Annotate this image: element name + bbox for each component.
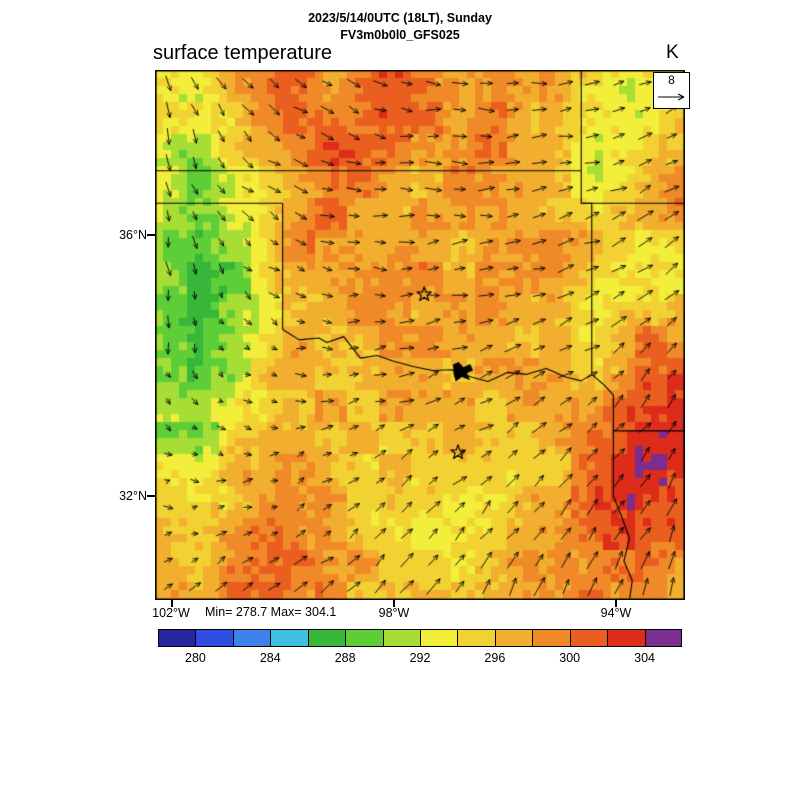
valid-time-title: 2023/5/14/0UTC (18LT), Sunday: [308, 11, 492, 25]
minmax-stats-label: Min= 278.7 Max= 304.1: [205, 605, 337, 619]
lon-label-102w: 102°W: [152, 606, 190, 620]
colorbar-tick-label: 288: [334, 651, 356, 665]
lat-tick-36n: [147, 234, 155, 236]
colorbar-segment: [195, 629, 234, 647]
colorbar-segment: [382, 629, 421, 647]
temperature-map-canvas: [155, 70, 685, 600]
lat-label-36n: 36°N: [119, 228, 147, 242]
colorbar-segment: [270, 629, 309, 647]
colorbar-segment: [232, 629, 272, 647]
units-label: K: [666, 42, 679, 63]
colorbar-tick-label: 292: [409, 651, 431, 665]
lon-tick-94w: [615, 600, 617, 607]
colorbar-segment: [532, 629, 571, 647]
lon-tick-98w: [393, 600, 395, 607]
colorbar-segment: [457, 629, 496, 647]
colorbar-tick-label: 284: [259, 651, 281, 665]
plot-title: surface temperature: [153, 42, 332, 64]
colorbar-segment: [345, 629, 384, 647]
colorbar-segment: [158, 629, 197, 647]
lon-label-98w: 98°W: [378, 606, 410, 620]
colorbar-tick-label: 296: [484, 651, 506, 665]
lat-tick-32n: [147, 495, 155, 497]
wind-reference-arrow-icon: [657, 93, 684, 101]
lon-tick-102w: [171, 600, 173, 607]
lat-label-32n: 32°N: [119, 489, 147, 503]
colorbar-tick-label: 304: [634, 651, 655, 665]
model-title: FV3m0b0l0_GFS025: [340, 27, 460, 42]
header-titles: 2023/5/14/0UTC (18LT), Sunday FV3m0b0l0_…: [0, 10, 800, 44]
colorbar-segment: [644, 629, 682, 647]
colorbar-segment: [607, 629, 646, 647]
colorbar-segment: [420, 629, 459, 647]
wind-reference-box: 8: [653, 72, 690, 109]
wind-reference-value: 8: [668, 73, 675, 87]
colorbar-tick-label: 300: [559, 651, 581, 665]
colorbar: 280 284 288 292 296 300 304: [158, 629, 682, 665]
lon-label-94w: 94°W: [600, 606, 632, 620]
colorbar-segment: [569, 629, 609, 647]
colorbar-segment: [494, 629, 534, 647]
colorbar-segment: [307, 629, 347, 647]
colorbar-tick-label: 280: [184, 651, 206, 665]
